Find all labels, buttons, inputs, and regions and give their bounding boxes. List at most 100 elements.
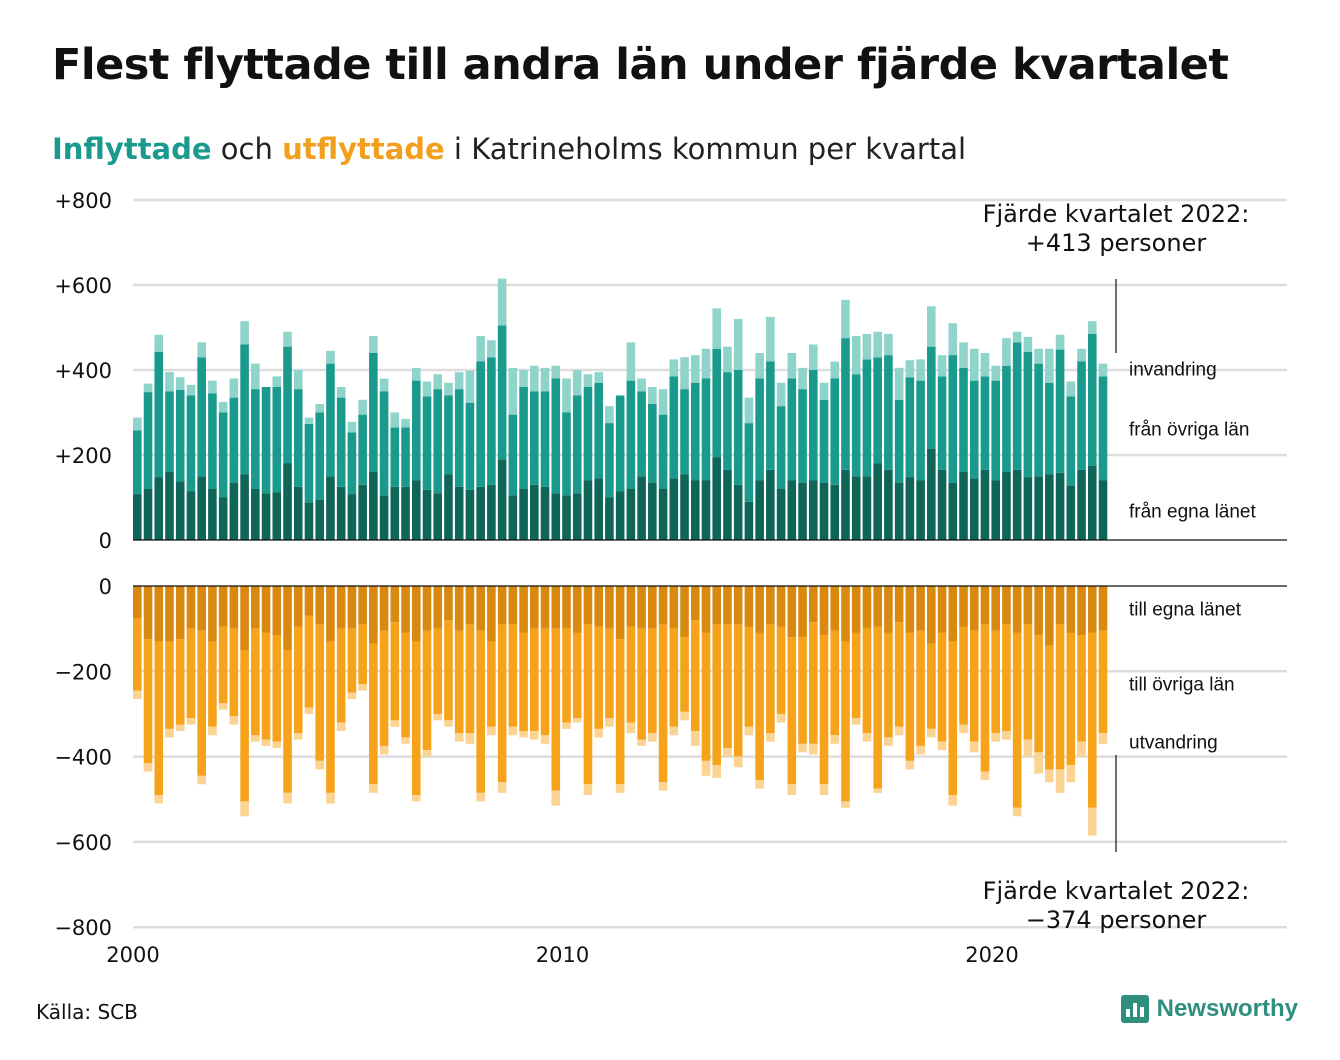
bar-inflow-other-counties [594, 382, 603, 479]
bar-outflow-other-counties [1098, 630, 1108, 734]
bar-outflow-other-counties [959, 626, 968, 725]
bar-inflow-other-counties [851, 374, 861, 477]
bar-outflow-other-counties [1034, 635, 1043, 753]
bar-outflow-emigration [894, 726, 904, 736]
bar-outflow-other-counties [433, 628, 443, 714]
bar-outflow-emigration [304, 707, 314, 714]
bar-outflow-own-county [562, 586, 571, 629]
bar-inflow-own-county [197, 476, 206, 540]
bar-outflow-other-counties [304, 615, 314, 708]
bar-inflow-immigration [369, 336, 378, 353]
bar-inflow-own-county [637, 476, 646, 540]
bar-outflow-other-counties [369, 643, 378, 785]
bar-inflow-other-counties [690, 382, 700, 481]
bar-outflow-emigration [648, 733, 657, 742]
bar-inflow-immigration [905, 360, 915, 378]
bar-inflow-own-county [336, 486, 346, 540]
bar-outflow-other-counties [594, 626, 603, 729]
bar-inflow-own-county [1098, 480, 1108, 540]
bar-outflow-emigration [776, 713, 786, 723]
bar-outflow-other-counties [476, 630, 485, 793]
label-layer: invandring från övriga län från egna länet… [1129, 359, 1256, 753]
bar-inflow-own-county [379, 495, 389, 540]
bar-inflow-own-county [454, 486, 464, 540]
bar-inflow-own-county [508, 495, 518, 540]
bar-outflow-emigration [916, 745, 925, 755]
outflow-segment-label: till egna länet [1129, 599, 1242, 620]
bar-inflow-immigration [991, 365, 1000, 381]
bar-outflow-other-counties [562, 628, 571, 723]
bar-outflow-other-counties [927, 643, 936, 729]
page-title: Flest flyttade till andra län under fjär… [52, 40, 1229, 90]
bar-inflow-immigration [347, 421, 357, 433]
bar-inflow-immigration [1087, 321, 1097, 334]
bar-inflow-own-county [465, 489, 475, 540]
bar-inflow-own-county [787, 480, 797, 540]
bar-outflow-own-county [293, 586, 303, 627]
bar-inflow-own-county [733, 484, 743, 540]
bar-outflow-own-county [390, 586, 400, 623]
bar-outflow-emigration [411, 794, 421, 802]
bar-inflow-immigration [379, 378, 389, 392]
bar-inflow-other-counties [1012, 342, 1022, 470]
bar-inflow-immigration [208, 380, 217, 394]
bar-inflow-own-county [1055, 472, 1065, 540]
annotation-bottom-line1: Fjärde kvartalet 2022: [983, 877, 1250, 905]
bar-inflow-own-county [175, 481, 185, 540]
bar-inflow-own-county [1077, 469, 1086, 540]
bar-inflow-immigration [165, 372, 174, 392]
bar-inflow-immigration [776, 382, 786, 407]
bar-outflow-own-county [1087, 586, 1097, 633]
bar-outflow-other-counties [605, 628, 614, 719]
bar-inflow-immigration [680, 357, 689, 390]
bar-inflow-own-county [133, 494, 142, 540]
bar-outflow-emigration [465, 733, 475, 744]
bar-inflow-immigration [315, 404, 325, 413]
bar-outflow-own-county [487, 586, 496, 642]
bar-inflow-immigration [1077, 348, 1086, 362]
bar-inflow-other-counties [197, 357, 206, 477]
bar-outflow-emigration [1002, 731, 1011, 740]
bar-outflow-emigration [530, 731, 539, 740]
bar-inflow-own-county [766, 469, 775, 540]
bar-inflow-other-counties [229, 397, 239, 483]
bar-outflow-own-county [1098, 586, 1108, 631]
bar-inflow-immigration [1098, 363, 1108, 377]
bar-outflow-own-county [980, 586, 990, 625]
bar-inflow-own-county [326, 476, 335, 540]
bar-outflow-own-county [1045, 586, 1054, 646]
bar-outflow-own-county [905, 586, 915, 633]
bar-inflow-other-counties [315, 412, 325, 500]
bar-outflow-other-counties [991, 630, 1000, 734]
bar-outflow-own-county [669, 586, 679, 629]
bar-inflow-immigration [1055, 334, 1065, 350]
bar-outflow-emigration [690, 731, 700, 746]
bar-inflow-immigration [980, 353, 990, 377]
bar-outflow-own-county [251, 586, 260, 629]
bar-outflow-own-county [572, 586, 582, 633]
bar-inflow-own-county [251, 489, 260, 540]
bar-inflow-other-counties [1087, 333, 1097, 466]
bar-outflow-emigration [369, 784, 378, 793]
bar-outflow-other-counties [133, 617, 142, 691]
bar-outflow-other-counties [723, 624, 732, 749]
bar-outflow-emigration [197, 775, 206, 785]
bar-outflow-emigration [390, 720, 400, 727]
bar-inflow-own-county [293, 486, 303, 540]
bar-inflow-own-county [755, 480, 764, 540]
bar-inflow-own-county [1034, 476, 1043, 540]
bar-outflow-own-county [519, 586, 528, 633]
bar-inflow-immigration [605, 406, 614, 424]
bar-outflow-other-counties [776, 626, 786, 714]
bar-inflow-own-county [841, 469, 850, 540]
bar-inflow-other-counties [433, 389, 443, 494]
bar-inflow-other-counties [733, 370, 743, 485]
bar-outflow-own-county [808, 586, 818, 623]
bar-outflow-other-counties [1023, 624, 1033, 740]
y-tick-label-bottom: −200 [54, 660, 112, 684]
bar-inflow-immigration [283, 331, 292, 347]
bar-inflow-own-county [648, 482, 657, 540]
axis-layer: +800 +600 +400 +200 0 0 −200 −400 −600 −800 2000 20… [54, 189, 1287, 967]
bar-inflow-other-counties [272, 387, 282, 493]
bar-outflow-emigration [154, 794, 164, 804]
